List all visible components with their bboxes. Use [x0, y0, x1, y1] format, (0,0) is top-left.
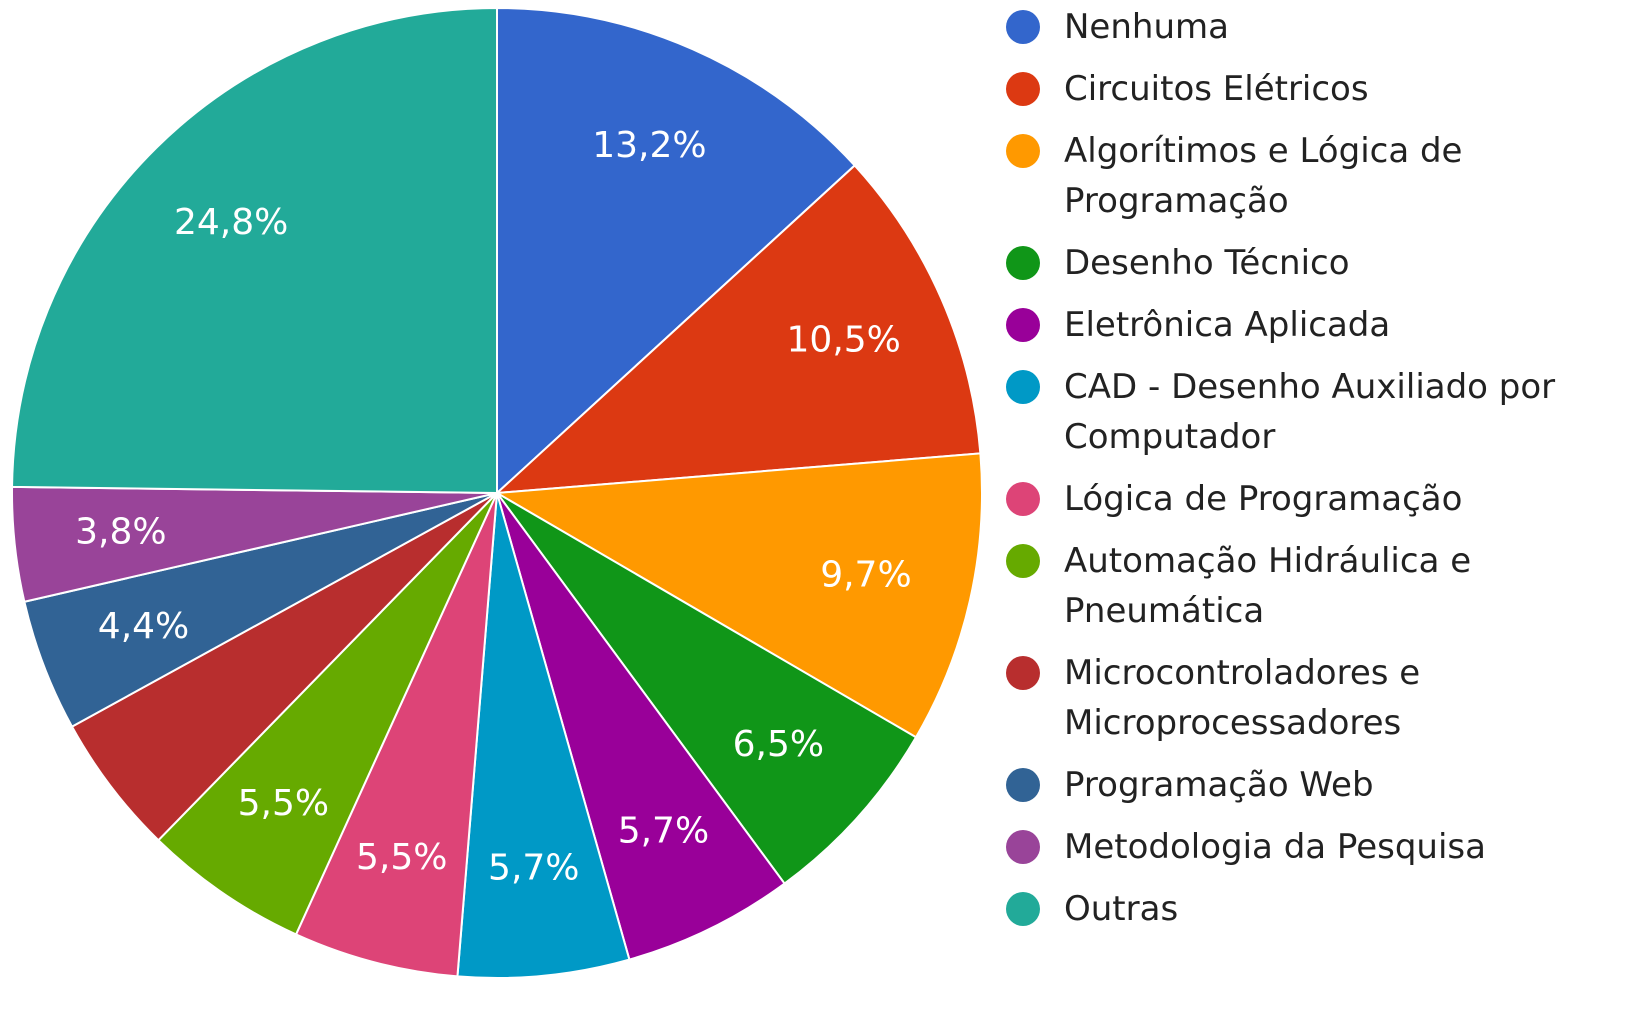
slice-label: 5,5%: [356, 837, 447, 878]
slice-label: 5,5%: [238, 783, 329, 824]
slice-label: 24,8%: [174, 202, 288, 243]
legend-marker: [1006, 544, 1040, 578]
legend-item: Algorítimos e Lógica de Programação: [1006, 126, 1566, 226]
legend-item: CAD - Desenho Auxiliado por Computador: [1006, 362, 1566, 462]
pie-slice: [493, 452, 983, 739]
legend-marker: [1006, 768, 1040, 802]
legend-label: CAD - Desenho Auxiliado por Computador: [1064, 367, 1556, 457]
legend-marker: [1006, 656, 1040, 690]
legend-item: Programação Web: [1006, 760, 1566, 810]
legend-marker: [1006, 482, 1040, 516]
pie-slice: [496, 6, 857, 496]
pie-slice: [496, 492, 786, 961]
pie-slice: [496, 492, 918, 885]
legend-item: Nenhuma: [1006, 2, 1566, 52]
pie-chart: 13,2% 10,5% 9,7% 6,5% 5,7% 5,7% 5,5% 5,5% 4,4% 3,…: [11, 6, 983, 979]
slice-label: 13,2%: [592, 125, 706, 166]
legend-item: Desenho Técnico: [1006, 238, 1566, 288]
legend-label: Outras: [1064, 889, 1179, 929]
legend-label: Nenhuma: [1064, 7, 1229, 47]
legend-item: Outras: [1006, 884, 1566, 934]
pie-slice: [456, 492, 631, 979]
slice-label: 5,7%: [618, 811, 709, 852]
pie-slice: [494, 164, 982, 495]
legend-label: Circuitos Elétricos: [1064, 69, 1369, 109]
slice-label: 10,5%: [787, 320, 901, 361]
legend-marker: [1006, 246, 1040, 280]
legend-marker: [1006, 830, 1040, 864]
slice-label: 3,8%: [75, 511, 166, 552]
legend-marker: [1006, 370, 1040, 404]
legend: Nenhuma Circuitos Elétricos Algorítimos e …: [1006, 2, 1566, 946]
legend-item: Lógica de Programação: [1006, 474, 1566, 524]
slice-label: 4,4%: [98, 606, 189, 647]
legend-item: Microcontroladores e Microprocessadores: [1006, 648, 1566, 748]
legend-marker: [1006, 892, 1040, 926]
legend-item: Metodologia da Pesquisa: [1006, 822, 1566, 872]
legend-item: Automação Hidráulica e Pneumática: [1006, 536, 1566, 636]
slice-label: 5,7%: [488, 848, 579, 889]
legend-label: Programação Web: [1064, 765, 1374, 805]
pie-slice: [11, 6, 498, 495]
legend-marker: [1006, 308, 1040, 342]
legend-label: Desenho Técnico: [1064, 243, 1350, 283]
legend-label: Lógica de Programação: [1064, 479, 1463, 519]
slice-label: 6,5%: [733, 724, 824, 765]
legend-marker: [1006, 10, 1040, 44]
legend-label: Microcontroladores e Microprocessadores: [1064, 653, 1421, 743]
pie-slice: [294, 492, 498, 978]
legend-label: Automação Hidráulica e Pneumática: [1064, 541, 1472, 631]
legend-marker: [1006, 134, 1040, 168]
legend-label: Algorítimos e Lógica de Programação: [1064, 131, 1463, 221]
slice-label: 9,7%: [820, 555, 911, 596]
legend-marker: [1006, 72, 1040, 106]
legend-label: Metodologia da Pesquisa: [1064, 827, 1486, 867]
legend-item: Circuitos Elétricos: [1006, 64, 1566, 114]
pie-slice: [156, 492, 498, 936]
legend-label: Eletrônica Aplicada: [1064, 305, 1391, 345]
legend-item: Eletrônica Aplicada: [1006, 300, 1566, 350]
